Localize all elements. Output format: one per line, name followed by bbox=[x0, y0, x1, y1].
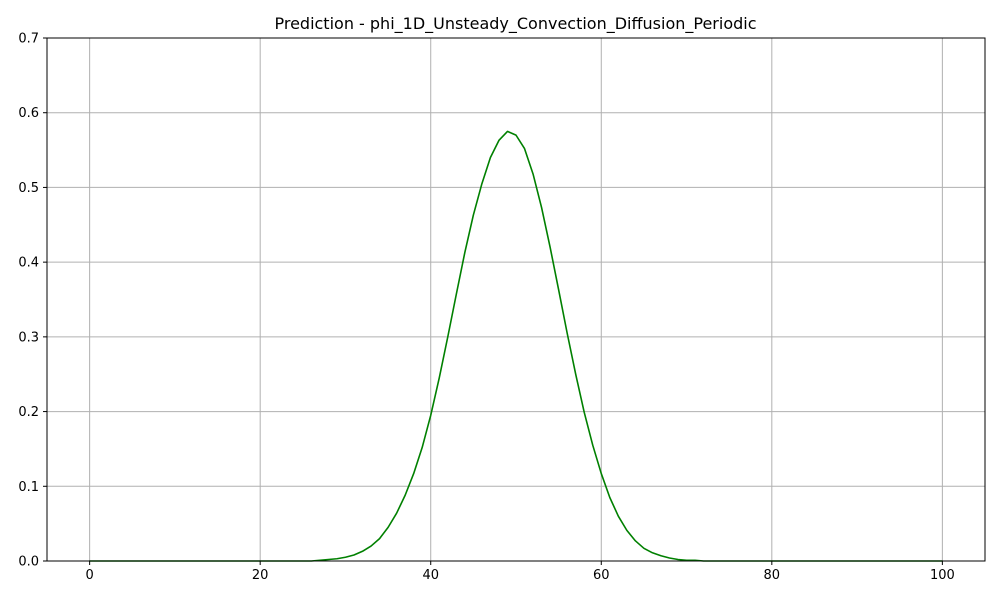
y-tick-label: 0.6 bbox=[18, 106, 39, 121]
y-tick-label: 0.5 bbox=[18, 181, 39, 196]
x-tick-label: 60 bbox=[593, 568, 610, 583]
chart-title: Prediction - phi_1D_Unsteady_Convection_… bbox=[274, 14, 756, 34]
x-tick-label: 40 bbox=[422, 568, 439, 583]
y-tick-label: 0.7 bbox=[18, 32, 39, 47]
y-tick-label: 0.1 bbox=[18, 480, 39, 495]
axis-ticks: 0 20 40 60 80 100 0.0 0.1 0.2 0.3 0.4 0.5 0.6 0.7 bbox=[18, 32, 954, 584]
x-tick-label: 0 bbox=[85, 568, 93, 583]
plot-area-frame bbox=[46, 37, 986, 562]
y-tick-label: 0.3 bbox=[18, 330, 39, 345]
x-tick-label: 20 bbox=[252, 568, 269, 583]
x-tick-label: 100 bbox=[930, 568, 955, 583]
y-tick-label: 0.4 bbox=[18, 256, 39, 271]
y-tick-label: 0.0 bbox=[18, 555, 39, 570]
x-tick-label: 80 bbox=[764, 568, 781, 583]
y-tick-label: 0.2 bbox=[18, 405, 39, 420]
